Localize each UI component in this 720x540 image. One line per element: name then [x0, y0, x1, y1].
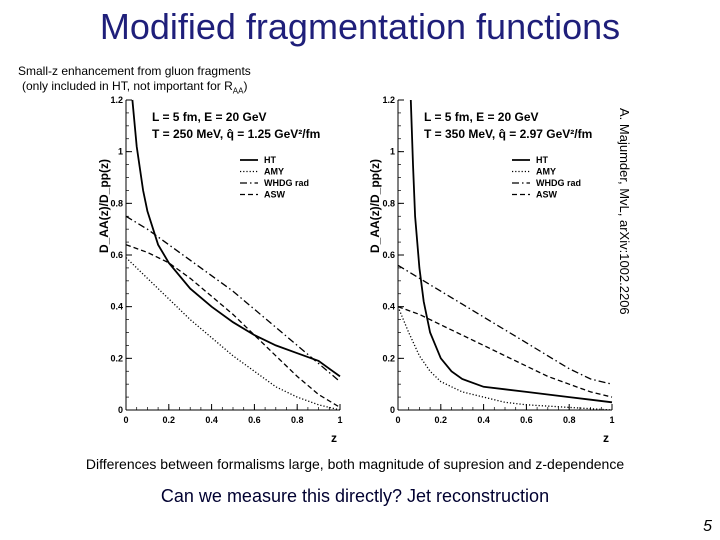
y-tick-label: 0.6: [382, 250, 395, 260]
legend-label: ASW: [536, 190, 558, 200]
x-tick-label: 0.6: [248, 415, 261, 425]
series-whdg-rad: [125, 215, 341, 383]
y-tick-label: 0.8: [382, 198, 395, 208]
y-tick-label: 0: [390, 405, 395, 415]
footer-question: Can we measure this directly? Jet recons…: [160, 486, 550, 506]
y-tick-label: 1: [390, 147, 395, 157]
slide-title: Modified fragmentation functions: [99, 6, 621, 47]
citation: A. Majumder, MvL, arXiv:1002.2206: [617, 108, 632, 315]
x-tick-label: 0: [123, 415, 128, 425]
chart-1: 00.20.40.60.811.20 0.2 0.4 0.6 0.8 1zD_AA(z)/…: [97, 95, 343, 445]
legend-label: HT: [264, 155, 276, 165]
chart-2: 00.20.40.60.811.20 0.2 0.4 0.6 0.8 1zD_AA(z)/…: [368, 95, 615, 445]
y-tick-label: 0: [118, 405, 123, 415]
y-tick-label: 0.4: [382, 302, 395, 312]
x-tick-label: 0: [395, 415, 400, 425]
chart-info-line1: L = 5 fm, E = 20 GeV: [152, 110, 267, 124]
legend-label: AMY: [536, 167, 556, 177]
legend-label: WHDG rad: [536, 178, 581, 188]
legend-label: AMY: [264, 167, 284, 177]
series-asw: [397, 306, 613, 398]
x-axis-label: z: [331, 431, 337, 445]
x-tick-label: 0.8: [291, 415, 304, 425]
y-tick-label: 1.2: [382, 95, 395, 105]
y-tick-label: 1: [118, 147, 123, 157]
subtitle-line2-suffix: ): [243, 79, 248, 93]
x-tick-label: 1: [609, 415, 614, 425]
y-axis-label: D_AA(z)/D_pp(z): [368, 159, 382, 253]
subtitle: Small-z enhancement from gluon fragments…: [18, 64, 251, 98]
x-tick-label: 0.2: [435, 415, 448, 425]
x-tick-label: 0.6: [520, 415, 533, 425]
legend-label: HT: [536, 155, 548, 165]
subtitle-line2: (only included in HT, not important for …: [18, 79, 251, 98]
y-axis-label: D_AA(z)/D_pp(z): [97, 159, 111, 253]
y-tick-label: 0.6: [110, 250, 123, 260]
subtitle-line2-sub: AA: [232, 86, 244, 96]
x-tick-label: 0.8: [563, 415, 576, 425]
chart-info-line2: T = 350 MeV, q̂ = 2.97 GeV²/fm: [424, 127, 592, 141]
y-tick-label: 0.2: [382, 353, 395, 363]
legend-label: ASW: [264, 190, 286, 200]
series-ht: [131, 99, 341, 378]
chart-info-line2: T = 250 MeV, q̂ = 1.25 GeV²/fm: [152, 127, 320, 141]
subtitle-line1: Small-z enhancement from gluon fragments: [18, 64, 251, 78]
footer-note: Differences between formalisms large, bo…: [85, 456, 625, 472]
x-tick-label: 0.2: [163, 415, 176, 425]
series-whdg-rad: [397, 264, 613, 385]
y-tick-label: 0.8: [110, 198, 123, 208]
chart-info-line1: L = 5 fm, E = 20 GeV: [424, 110, 539, 124]
y-tick-label: 0.4: [110, 302, 123, 312]
series-amy: [125, 257, 341, 411]
legend-label: WHDG rad: [264, 178, 309, 188]
y-tick-label: 1.2: [110, 95, 123, 105]
series-ht: [409, 99, 613, 404]
series-asw: [125, 244, 341, 408]
y-tick-label: 0.2: [110, 353, 123, 363]
subtitle-line2-prefix: (only included in HT, not important for …: [22, 79, 233, 93]
x-tick-label: 1: [337, 415, 342, 425]
series-amy: [397, 306, 613, 411]
x-tick-label: 0.4: [205, 415, 218, 425]
x-tick-label: 0.4: [477, 415, 490, 425]
page-number: 5: [703, 518, 712, 535]
x-axis-label: z: [603, 431, 609, 445]
